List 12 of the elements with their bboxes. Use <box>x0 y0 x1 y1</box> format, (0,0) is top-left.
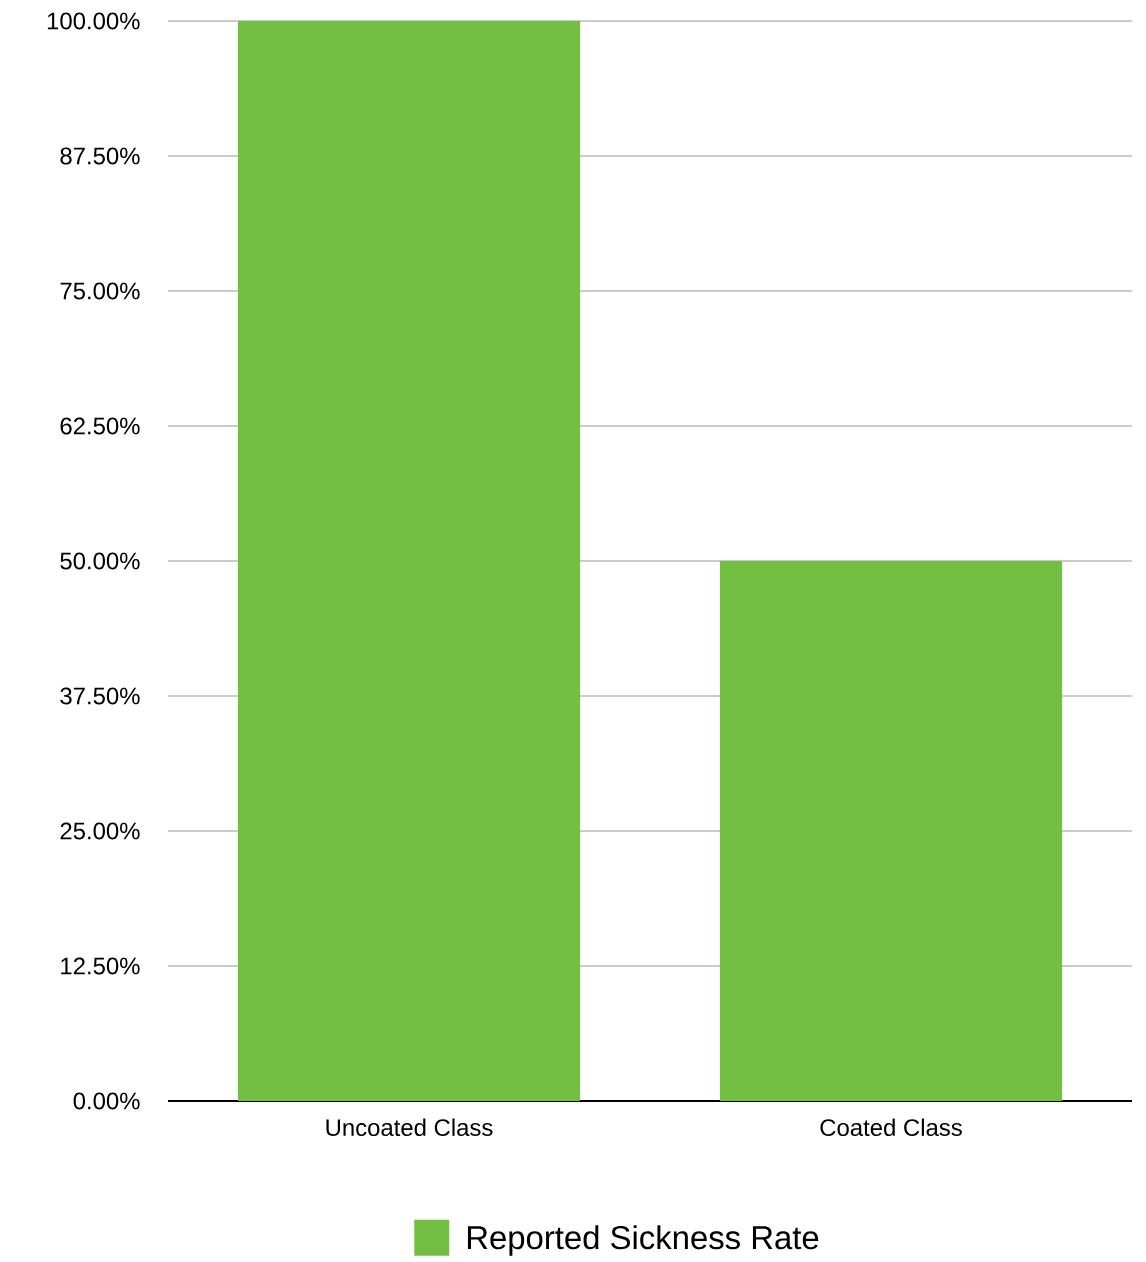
x-tick-label: Coated Class <box>820 1118 962 1137</box>
y-tick-label: 75.00% <box>60 282 140 300</box>
y-tick-label: 100.00% <box>47 12 140 30</box>
y-tick-label: 25.00% <box>60 822 140 840</box>
y-tick-label: 0.00% <box>73 1092 140 1110</box>
y-tick-label: 87.50% <box>60 147 140 165</box>
y-tick-label: 37.50% <box>60 687 140 705</box>
x-tick-label: Uncoated Class <box>326 1118 493 1137</box>
y-tick-label: 12.50% <box>61 957 140 975</box>
legend-label: Reported Sickness Rate <box>467 1225 819 1256</box>
y-tick-label: 62.50% <box>60 417 140 435</box>
y-tick-label: 50.00% <box>60 552 140 570</box>
